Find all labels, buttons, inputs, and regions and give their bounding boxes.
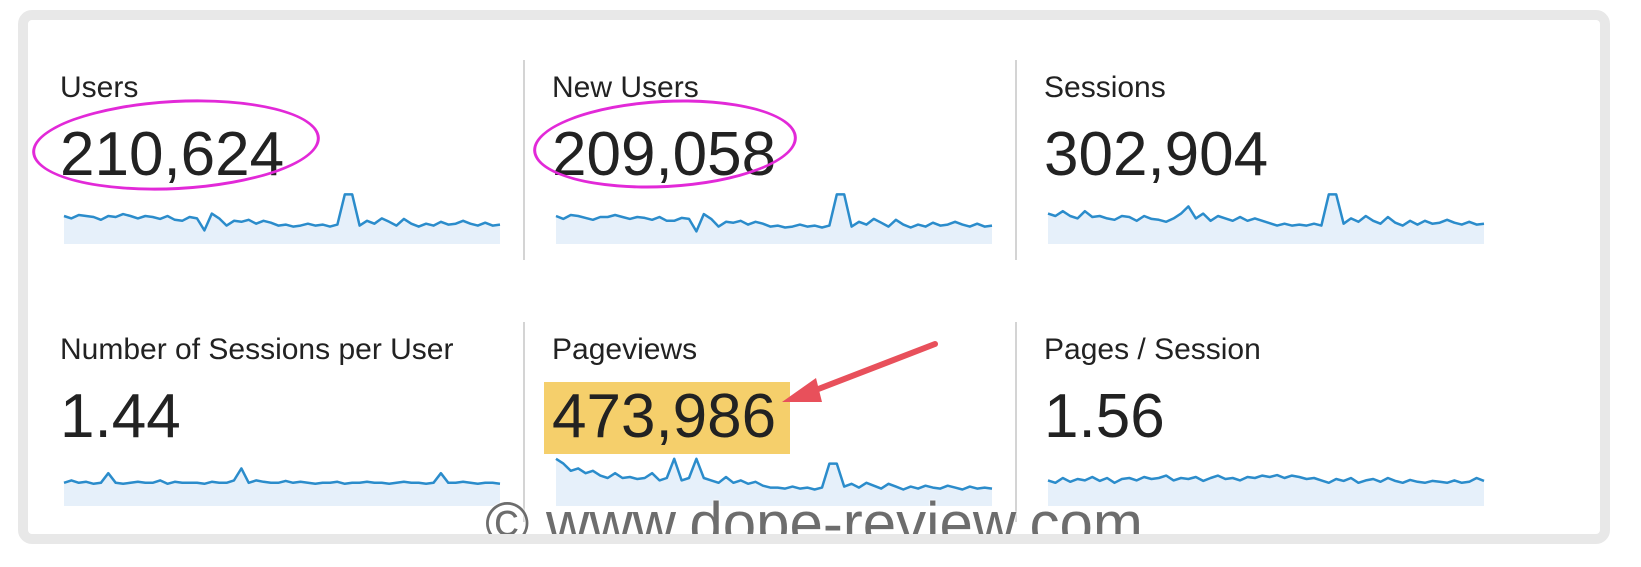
metric-tile-pages-per-session[interactable]: Pages / Session 1.56 [1044,332,1514,534]
sparkline-area [1048,475,1484,506]
sparkline-line [555,457,993,491]
sparkline-chart [1047,193,1485,244]
sparkline-area [556,194,992,244]
sparkline-chart [555,193,993,244]
sparkline-chart [63,467,501,506]
sparkline-line [63,193,501,232]
column-divider [523,322,525,522]
sparkline-area [556,458,992,506]
metric-value: 210,624 [60,120,285,189]
metric-tile-sessions[interactable]: Sessions 302,904 [1044,70,1514,320]
metric-value: 209,058 [552,120,777,189]
sparkline-area [64,194,500,244]
sparkline-line [1047,473,1485,485]
metric-label: Sessions [1044,71,1166,104]
metric-value: 302,904 [1044,120,1269,189]
sparkline-line [1047,193,1485,227]
sparkline-area [64,468,500,506]
watermark-text: © www.dope-review.com [485,490,1143,544]
metric-label: Pages / Session [1044,333,1261,366]
sparkline-chart [555,457,993,506]
metric-tile-sessions-per-user[interactable]: Number of Sessions per User 1.44 [60,332,530,534]
column-divider [523,60,525,260]
metric-label: Users [60,71,139,104]
metric-value: 1.56 [1044,382,1165,451]
metric-tile-pageviews[interactable]: Pageviews 473,986 [544,332,1022,534]
sparkline-chart [1047,473,1485,506]
sparkline-area [1048,194,1484,244]
sparkline-line [63,467,501,486]
metric-label: Number of Sessions per User [60,333,454,366]
sparkline-chart [63,193,501,244]
metric-label: Pageviews [552,333,698,366]
metric-label: New Users [552,71,699,104]
column-divider [1015,322,1017,522]
column-divider [1015,60,1017,260]
sparkline-line [555,193,993,233]
metric-tile-new-users[interactable]: New Users 209,058 [552,70,1022,320]
analytics-overview-panel: Users 210,624 New Users 209,058 Sessions… [18,10,1610,544]
metric-value: 1.44 [60,382,181,451]
metric-value-highlighted: 473,986 [544,382,791,454]
metric-tile-users[interactable]: Users 210,624 [60,70,530,320]
